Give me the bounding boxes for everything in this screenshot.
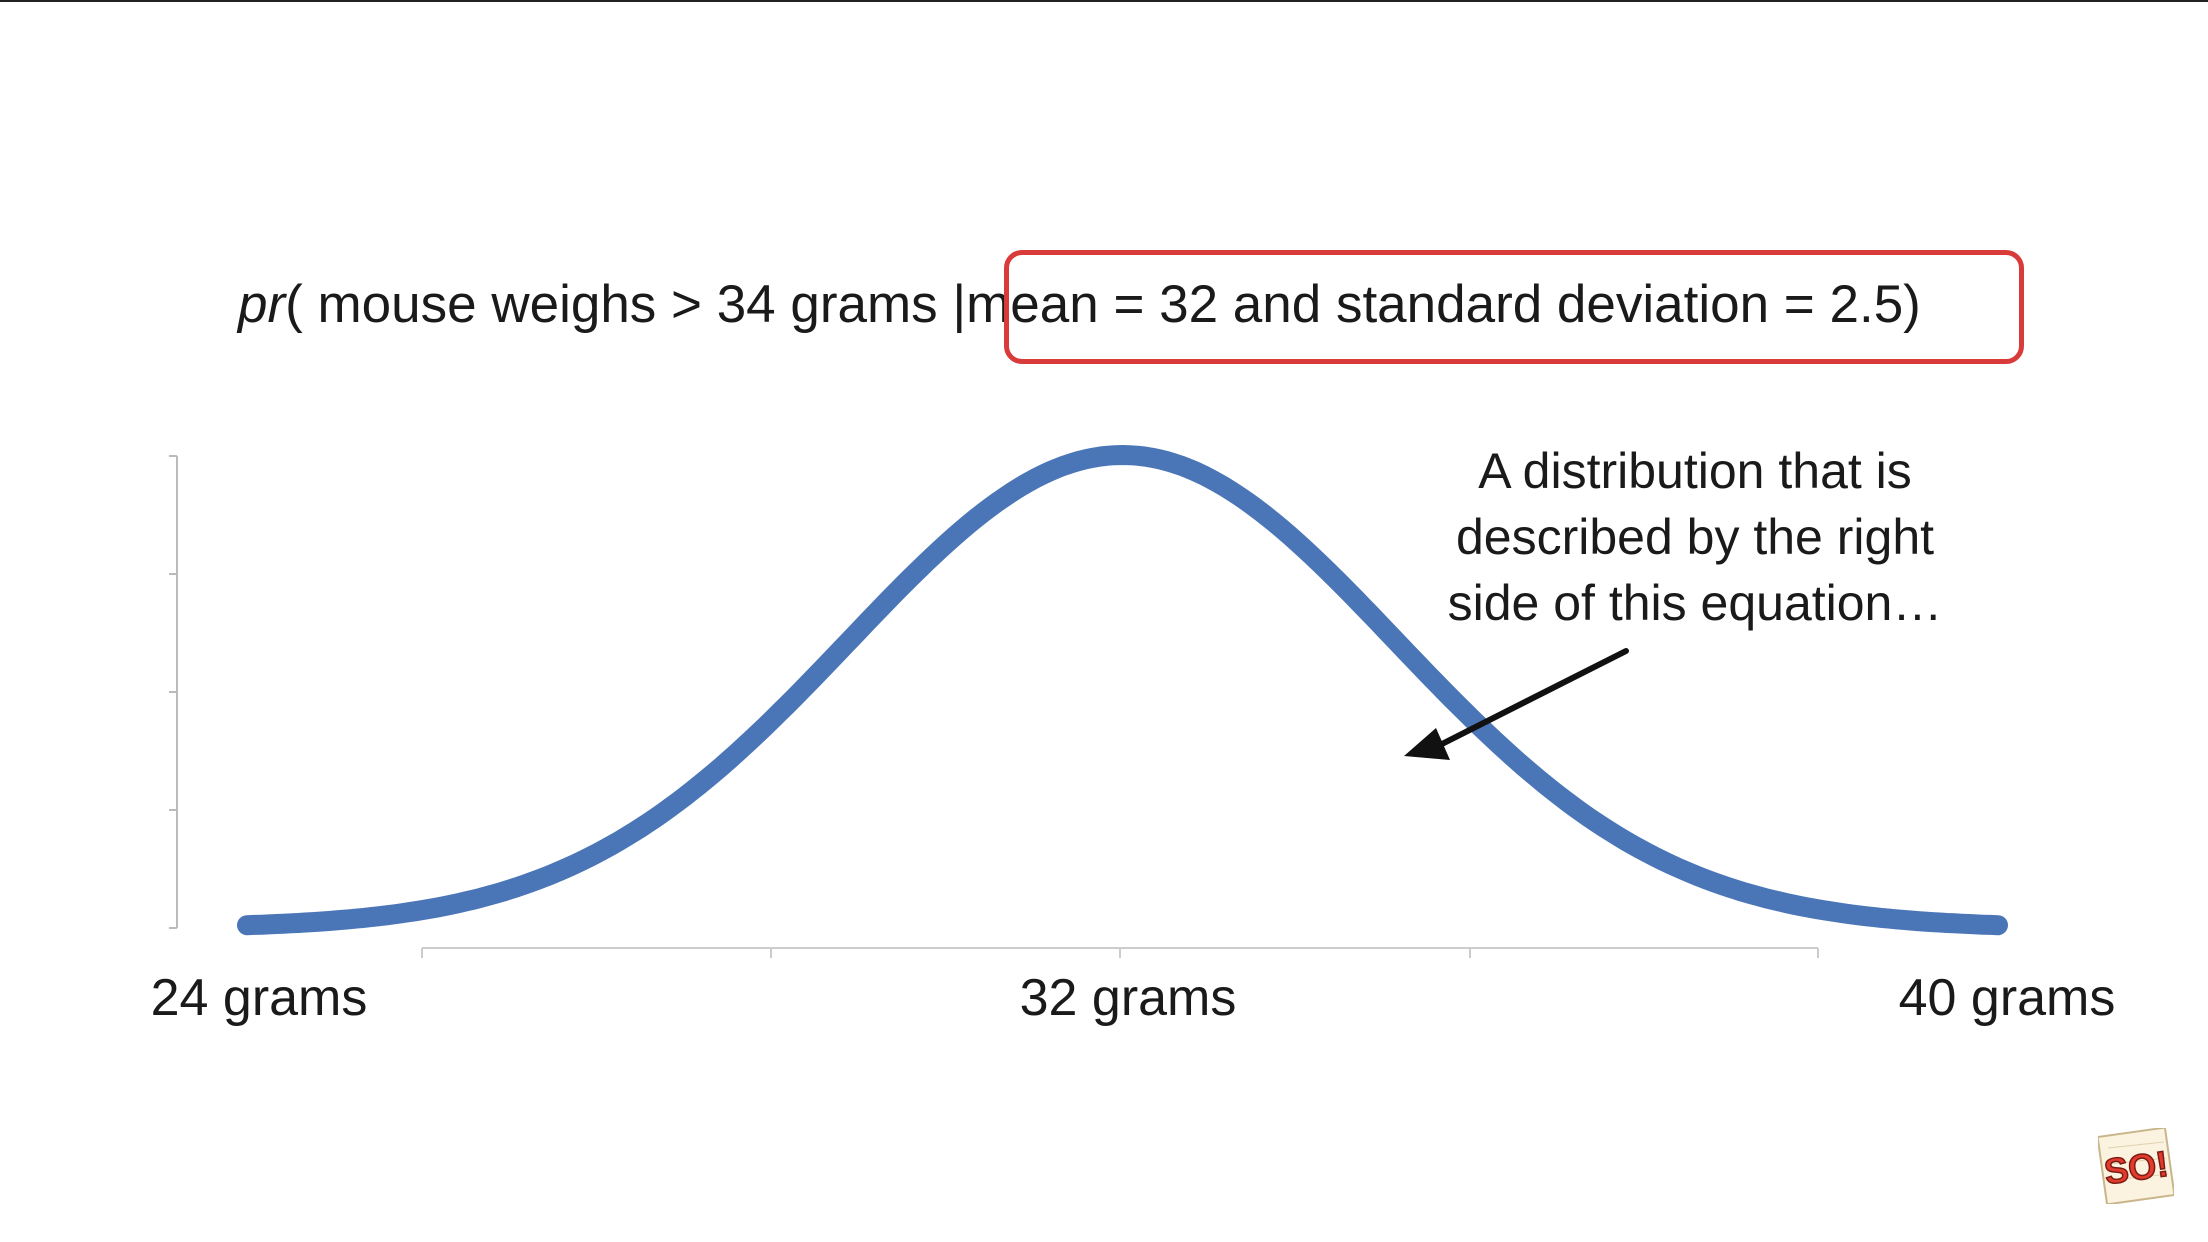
- x-tick-label: 24 grams: [151, 969, 368, 1027]
- annotation-line-3: side of this equation…: [1447, 575, 1943, 631]
- annotation-line-2: described by the right: [1455, 509, 1935, 565]
- top-border: [0, 0, 2208, 2]
- statquest-logo-icon: SO!: [2098, 1128, 2174, 1204]
- x-tick-label: 32 grams: [1020, 969, 1237, 1027]
- equation-bar: |: [952, 275, 967, 334]
- equation-right: mean = 32 and standard deviation = 2.5): [966, 275, 1921, 334]
- x-tick-label: 40 grams: [1899, 969, 2116, 1027]
- annotation-arrow-head: [1404, 728, 1450, 760]
- equation-highlight-box: [1004, 250, 2024, 364]
- svg-text:SO!: SO!: [2102, 1143, 2171, 1193]
- normal-curve-series: [237, 445, 2008, 936]
- annotation-line-1: A distribution that is: [1478, 443, 1912, 499]
- annotation-arrow-line: [1437, 648, 1629, 748]
- equation-left: ( mouse weighs > 34 grams: [285, 275, 953, 334]
- equation-pr: pr: [238, 275, 286, 334]
- annotation-text: A distribution that is described by the …: [1380, 438, 2010, 636]
- probability-equation: pr( mouse weighs > 34 grams |mean = 32 a…: [238, 270, 1921, 340]
